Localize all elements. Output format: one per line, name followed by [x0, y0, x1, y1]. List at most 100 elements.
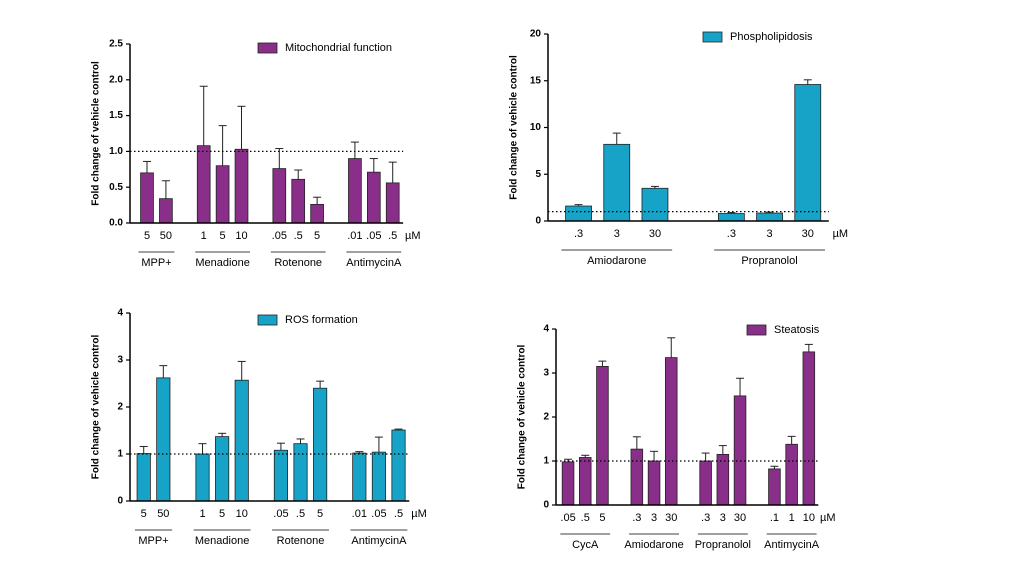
legend-label: Steatosis [774, 324, 820, 336]
y-tick-label: 3 [543, 368, 549, 379]
bar [733, 395, 747, 506]
legend-swatch [257, 42, 278, 54]
y-tick-label: 15 [530, 75, 542, 86]
bar [596, 365, 609, 506]
x-tick-label: .3 [632, 512, 641, 524]
x-tick-label: 30 [665, 512, 677, 524]
y-tick-label: 0 [117, 496, 123, 507]
legend-label: Mitochondrial function [285, 42, 392, 54]
y-tick-label: 1 [117, 449, 123, 460]
x-tick-label: 3 [614, 228, 620, 240]
x-tick-label: .05 [371, 508, 386, 520]
group-label: Rotenone [277, 535, 325, 547]
y-tick-label: 2 [543, 412, 549, 423]
x-tick-label: .05 [273, 508, 288, 520]
x-tick-label: 5 [599, 512, 605, 524]
bar [215, 436, 230, 502]
x-tick-label: .01 [352, 508, 367, 520]
group-label: MPP+ [141, 257, 171, 269]
bar [756, 212, 783, 222]
group-label: AntimycinA [764, 539, 820, 551]
x-tick-label: 50 [157, 508, 169, 520]
bar [641, 187, 669, 222]
group-label: Rotenone [274, 257, 322, 269]
bar [366, 171, 381, 224]
bar [785, 443, 798, 506]
legend-swatch [746, 324, 767, 336]
bar [272, 168, 287, 224]
legend-label: Phospholipidosis [730, 31, 813, 43]
y-tick-label: 4 [117, 308, 123, 319]
bar [664, 357, 678, 506]
x-tick-label: 5 [141, 508, 147, 520]
x-unit: µM [405, 230, 421, 242]
bar [352, 452, 367, 502]
x-tick-label: 30 [802, 228, 814, 240]
x-tick-label: .1 [770, 512, 779, 524]
x-tick-label: .5 [294, 230, 303, 242]
bar [234, 379, 249, 502]
bar [234, 148, 249, 224]
bar [348, 158, 362, 224]
y-tick-label: 20 [530, 29, 542, 40]
x-tick-label: 10 [236, 508, 248, 520]
x-tick-label: 3 [766, 228, 772, 240]
group-label: Menadione [195, 257, 249, 269]
x-unit: µM [411, 508, 427, 520]
bar [391, 429, 406, 502]
y-tick-label: 0 [543, 500, 549, 511]
bar [794, 84, 822, 222]
bar [768, 468, 781, 506]
bar [310, 203, 324, 224]
group-label: AntimycinA [351, 535, 407, 547]
x-tick-label: 5 [219, 508, 225, 520]
bar [802, 351, 816, 506]
y-tick-label: 0.5 [109, 182, 123, 193]
x-tick-label: 5 [314, 230, 320, 242]
group-label: Amiodarone [624, 539, 683, 551]
x-unit: µM [833, 228, 849, 240]
y-tick-label: 3 [117, 355, 123, 366]
y-tick-label: 1 [543, 456, 549, 467]
x-tick-label: .05 [272, 230, 287, 242]
x-unit: µM [820, 512, 836, 524]
x-tick-label: 10 [803, 512, 815, 524]
x-tick-label: .3 [574, 228, 583, 240]
x-tick-label: .3 [727, 228, 736, 240]
x-tick-label: .01 [347, 230, 362, 242]
group-label: Menadione [195, 535, 249, 547]
bar [140, 172, 154, 224]
bar [371, 451, 386, 502]
legend-swatch [257, 314, 278, 326]
x-tick-label: .3 [701, 512, 710, 524]
bar [565, 205, 592, 222]
bar [273, 449, 288, 502]
x-tick-label: 5 [220, 230, 226, 242]
bar [716, 453, 730, 506]
bar [215, 165, 230, 224]
bar [385, 182, 400, 224]
x-tick-label: 30 [649, 228, 661, 240]
x-tick-label: 1 [199, 508, 205, 520]
y-tick-label: 4 [543, 324, 549, 335]
y-tick-label: 10 [530, 122, 542, 133]
y-axis-label: Fold change of vehicle control [91, 335, 102, 480]
legend-swatch [702, 31, 723, 43]
group-label: AntimycinA [346, 257, 402, 269]
x-tick-label: .5 [581, 512, 590, 524]
bar [159, 198, 173, 224]
y-tick-label: 2 [117, 402, 123, 413]
x-tick-label: 50 [160, 230, 172, 242]
x-tick-label: 10 [235, 230, 247, 242]
bar [699, 460, 712, 506]
y-axis-label: Fold change of vehicle control [91, 61, 102, 206]
bar [136, 453, 151, 502]
group-label: Amiodarone [587, 255, 646, 267]
x-tick-label: 1 [789, 512, 795, 524]
x-tick-label: 3 [720, 512, 726, 524]
group-label: CycA [572, 539, 599, 551]
group-label: MPP+ [138, 535, 168, 547]
bar [196, 145, 211, 224]
x-tick-label: 5 [144, 230, 150, 242]
